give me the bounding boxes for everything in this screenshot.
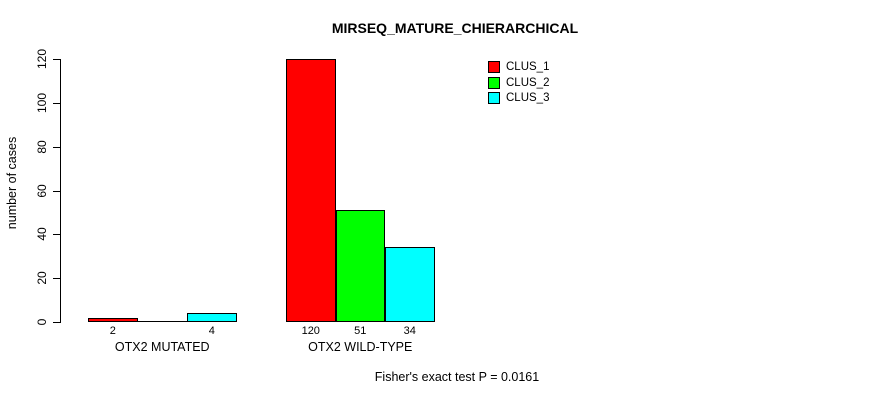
x-category-label: OTX2 MUTATED [114,340,210,354]
legend-swatch-clus_1 [488,61,500,73]
y-tick-label: 40 [35,227,49,241]
legend-swatch-clus_3 [488,92,500,104]
y-tick-label: 20 [35,271,49,285]
bar-value-label: 34 [403,325,416,337]
y-axis-title: number of cases [5,136,19,230]
y-tick-mark [53,191,61,193]
legend-label: CLUS_3 [506,92,550,104]
bar-value-label: 51 [354,325,367,337]
y-tick-mark [53,278,61,280]
legend-item: CLUS_3 [488,92,549,104]
y-tick-mark [53,103,61,105]
y-tick-label: 0 [35,318,49,326]
bar-clus_2 [335,210,385,322]
y-tick-label: 120 [35,48,49,70]
x-category-label: OTX2 WILD-TYPE [308,340,413,354]
legend-label: CLUS_2 [506,76,550,89]
chart-title: MIRSEQ_MATURE_CHIERARCHICAL [331,20,579,36]
y-tick-mark [53,59,61,61]
bar-value-label: 120 [301,325,320,337]
bar-clus_1 [286,59,336,322]
y-tick-mark [53,322,61,324]
bar-clus_3 [187,313,237,322]
bar-clus_1 [88,318,138,322]
y-tick-label: 100 [35,92,49,114]
annotation-text: Fisher's exact test P = 0.0161 [374,370,540,384]
y-tick-mark [53,234,61,236]
bar-value-label: 2 [109,325,116,337]
bar-clus_2 [137,321,187,322]
legend-swatch-clus_2 [488,76,500,89]
legend-label: CLUS_1 [506,61,550,73]
y-tick-label: 60 [35,184,49,198]
legend-item: CLUS_2 [488,76,550,89]
bar-clus_3 [385,247,435,322]
y-tick-mark [53,147,61,149]
y-tick-label: 80 [35,140,49,154]
bar-value-label: 4 [208,325,215,337]
legend-item: CLUS_1 [488,61,549,73]
legend: CLUS_1 CLUS_2 CLUS_3 [488,61,549,104]
